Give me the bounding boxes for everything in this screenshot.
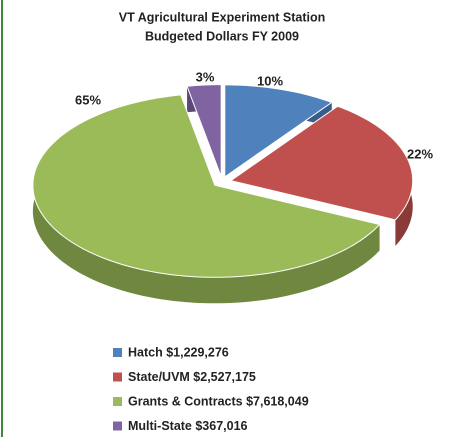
chart-title: VT Agricultural Experiment Station xyxy=(119,10,326,24)
pie-slice xyxy=(32,94,381,278)
legend-label: Multi-State $367,016 xyxy=(128,419,248,433)
legend-label: Hatch $1,229,276 xyxy=(128,345,229,359)
legend-swatch xyxy=(113,348,122,357)
pie-slice xyxy=(224,84,333,178)
pie-slice xyxy=(186,84,222,177)
data-label: 65% xyxy=(75,92,101,107)
legend-label: State/UVM $2,527,175 xyxy=(128,370,256,384)
data-label: 22% xyxy=(407,146,433,161)
chart-title: Budgeted Dollars FY 2009 xyxy=(145,29,299,43)
data-label: 10% xyxy=(257,73,283,88)
data-label: 3% xyxy=(196,69,215,84)
legend-swatch xyxy=(113,421,122,431)
legend-swatch xyxy=(113,397,122,406)
legend-label: Grants & Contracts $7,618,049 xyxy=(128,394,309,408)
pie-slice xyxy=(229,105,414,221)
legend-swatch xyxy=(113,372,122,382)
pie-tops xyxy=(32,84,414,278)
